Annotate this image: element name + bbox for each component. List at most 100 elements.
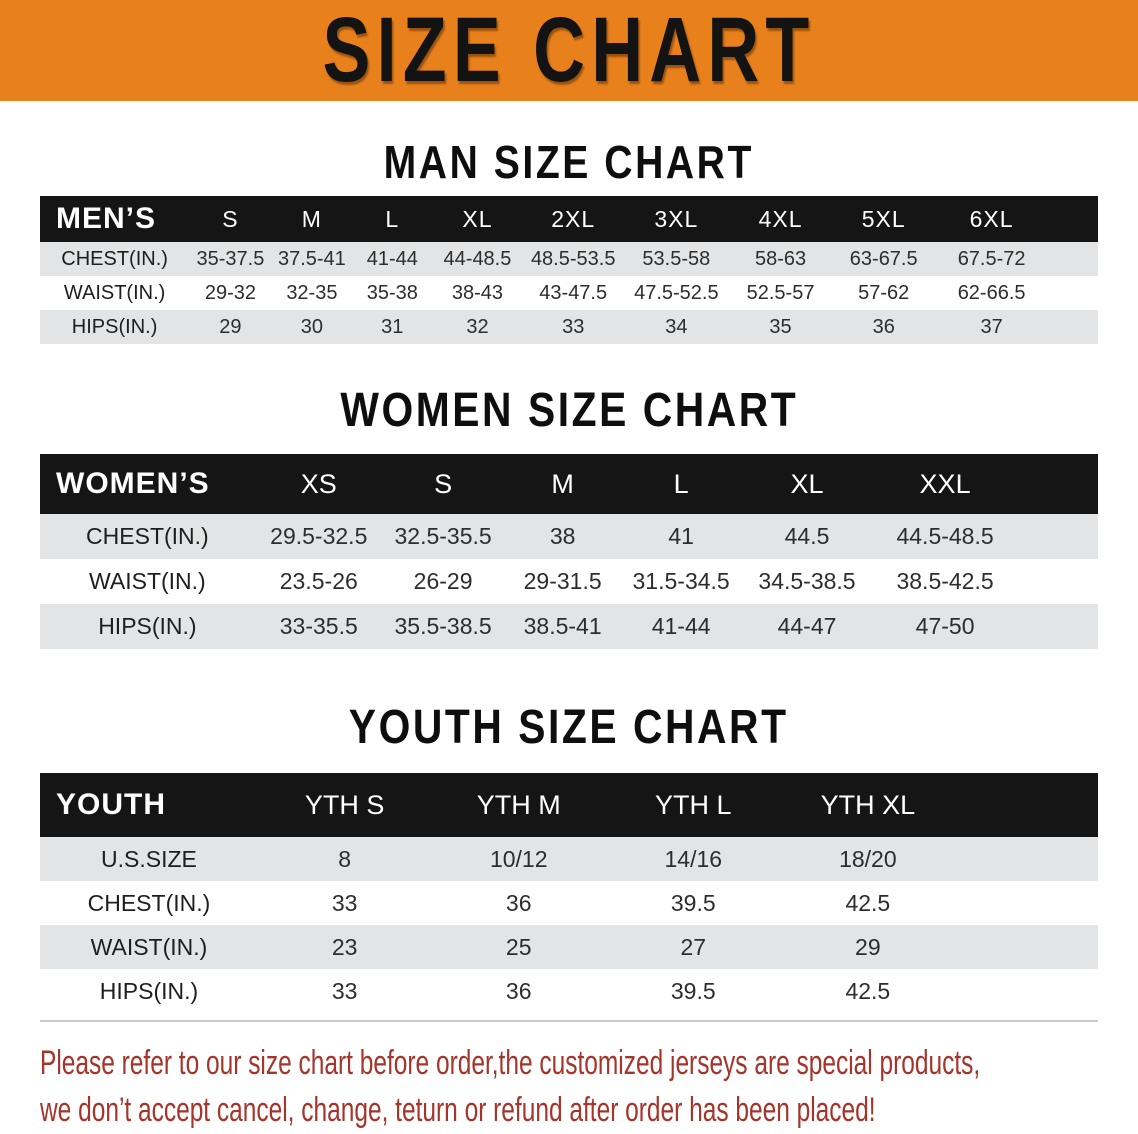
size-cell: 62-66.5 — [957, 281, 1026, 304]
size-cell: 27 — [680, 933, 707, 960]
size-cell: 33 — [331, 889, 358, 916]
youth-ussize-row: U.S.SIZE 8 10/12 14/16 18/20 — [40, 837, 1098, 881]
size-cell: 58-63 — [754, 247, 807, 270]
size-cell: 35.5-38.5 — [394, 613, 492, 639]
size-cell: 34 — [665, 315, 688, 338]
women-section-heading: WOMEN SIZE CHART — [0, 380, 1138, 442]
page-title: SIZE CHART — [322, 0, 816, 101]
size-cell: 57-62 — [858, 281, 910, 304]
size-column-header: YTH L — [606, 773, 781, 837]
size-cell: 32-35 — [286, 281, 338, 304]
size-cell: 35-37.5 — [196, 247, 265, 270]
man-section-heading-text: MAN SIZE CHART — [383, 136, 755, 188]
size-cell: 44.5 — [784, 523, 830, 549]
size-column-header: XS — [254, 454, 383, 514]
youth-waist-row: WAIST(IN.) 23 25 27 29 — [40, 925, 1098, 969]
size-cell: 36 — [872, 315, 895, 338]
size-cell: 53.5-58 — [642, 247, 711, 270]
size-column-header: XL — [432, 196, 523, 242]
size-cell: 41-44 — [366, 247, 418, 270]
row-label: CHEST(IN.) — [86, 523, 209, 549]
mens-chest-row: CHEST(IN.) 35-37.5 37.5-41 41-44 44-48.5… — [40, 242, 1098, 276]
womens-hips-row: HIPS(IN.) 33-35.5 35.5-38.5 38.5-41 41-4… — [40, 604, 1098, 649]
size-column-header: 2XL — [522, 196, 624, 242]
size-cell: 33-35.5 — [279, 613, 358, 639]
youth-table-title: YOUTH — [40, 773, 258, 837]
size-column-header: L — [621, 454, 741, 514]
size-column-header: S — [382, 454, 504, 514]
size-column-header: YTH M — [431, 773, 606, 837]
row-label: HIPS(IN.) — [71, 315, 158, 338]
size-cell: 39.5 — [670, 977, 716, 1004]
youth-size-table: YOUTH YTH S YTH M YTH L YTH XL U.S.SIZE … — [40, 773, 1098, 1013]
spacer-cell — [955, 881, 1098, 925]
size-cell: 30 — [300, 315, 324, 338]
spacer-cell — [1048, 310, 1098, 344]
size-cell: 29-32 — [204, 281, 256, 304]
spacer-cell — [955, 969, 1098, 1013]
spacer-cell — [1048, 276, 1098, 310]
size-cell: 29-31.5 — [523, 568, 602, 594]
size-column-header: M — [503, 454, 622, 514]
size-cell: 29 — [855, 933, 881, 960]
row-label: CHEST(IN.) — [87, 889, 211, 916]
size-cell: 47.5-52.5 — [634, 281, 719, 304]
size-cell: 26-29 — [413, 568, 473, 594]
womens-size-table: WOMEN’S XS S M L XL XXL CHEST(IN.) 29.5-… — [40, 454, 1098, 649]
size-cell: 41 — [668, 523, 694, 549]
size-cell: 25 — [505, 933, 532, 960]
size-cell: 38.5-41 — [523, 613, 602, 639]
size-cell: 32 — [466, 315, 489, 338]
size-cell: 33 — [562, 315, 585, 338]
row-label: WAIST(IN.) — [89, 568, 206, 594]
row-label: HIPS(IN.) — [98, 613, 197, 639]
spacer-cell — [1016, 604, 1098, 649]
size-cell: 33 — [331, 977, 358, 1004]
spacer-cell — [1016, 514, 1098, 559]
spacer-cell — [1016, 559, 1098, 604]
size-column-header: YTH S — [257, 773, 432, 837]
mens-hips-row: HIPS(IN.) 29 30 31 32 33 34 35 36 37 — [40, 310, 1098, 344]
size-column-header: 6XL — [935, 196, 1049, 242]
spacer-cell — [1016, 454, 1098, 514]
women-section-heading-text: WOMEN SIZE CHART — [340, 384, 798, 437]
size-cell: 39.5 — [670, 889, 716, 916]
size-cell: 38 — [549, 523, 576, 549]
size-cell: 37.5-41 — [277, 247, 346, 270]
size-cell: 31.5-34.5 — [632, 568, 730, 594]
size-cell: 29 — [219, 315, 242, 338]
size-cell: 14/16 — [664, 845, 723, 872]
size-cell: 41-44 — [651, 613, 711, 639]
row-label: WAIST(IN.) — [90, 933, 208, 960]
size-column-header: XXL — [873, 454, 1017, 514]
size-cell: 8 — [338, 845, 352, 872]
size-cell: 35 — [769, 315, 792, 338]
spacer-cell — [955, 837, 1098, 881]
size-cell: 48.5-53.5 — [530, 247, 616, 270]
size-cell: 42.5 — [845, 977, 891, 1004]
youth-chest-row: CHEST(IN.) 33 36 39.5 42.5 — [40, 881, 1098, 925]
size-cell: 23 — [331, 933, 358, 960]
size-cell: 18/20 — [839, 845, 897, 872]
womens-waist-row: WAIST(IN.) 23.5-26 26-29 29-31.5 31.5-34… — [40, 559, 1098, 604]
title-banner: SIZE CHART — [0, 0, 1138, 101]
size-cell: 42.5 — [845, 889, 891, 916]
spacer-cell — [955, 773, 1098, 837]
mens-size-table: MEN’S S M L XL 2XL 3XL 4XL 5XL 6XL CHEST… — [40, 196, 1098, 344]
spacer-cell — [955, 925, 1098, 969]
size-column-header: 3XL — [623, 196, 729, 242]
size-column-header: S — [189, 196, 272, 242]
disclaimer-note: Please refer to our size chart before or… — [40, 1040, 1138, 1134]
disclaimer-line-2: we don’t accept cancel, change, teturn o… — [40, 1091, 876, 1129]
size-column-header: M — [271, 196, 353, 242]
youth-hips-row: HIPS(IN.) 33 36 39.5 42.5 — [40, 969, 1098, 1013]
size-cell: 35-38 — [366, 281, 418, 304]
row-label: U.S.SIZE — [101, 845, 197, 872]
size-cell: 36 — [505, 977, 532, 1004]
youth-section-heading: YOUTH SIZE CHART — [0, 697, 1138, 759]
row-label: CHEST(IN.) — [61, 247, 168, 270]
size-cell: 37 — [980, 315, 1003, 338]
size-cell: 44-47 — [777, 613, 837, 639]
size-cell: 34.5-38.5 — [758, 568, 856, 594]
size-column-header: 5XL — [832, 196, 936, 242]
